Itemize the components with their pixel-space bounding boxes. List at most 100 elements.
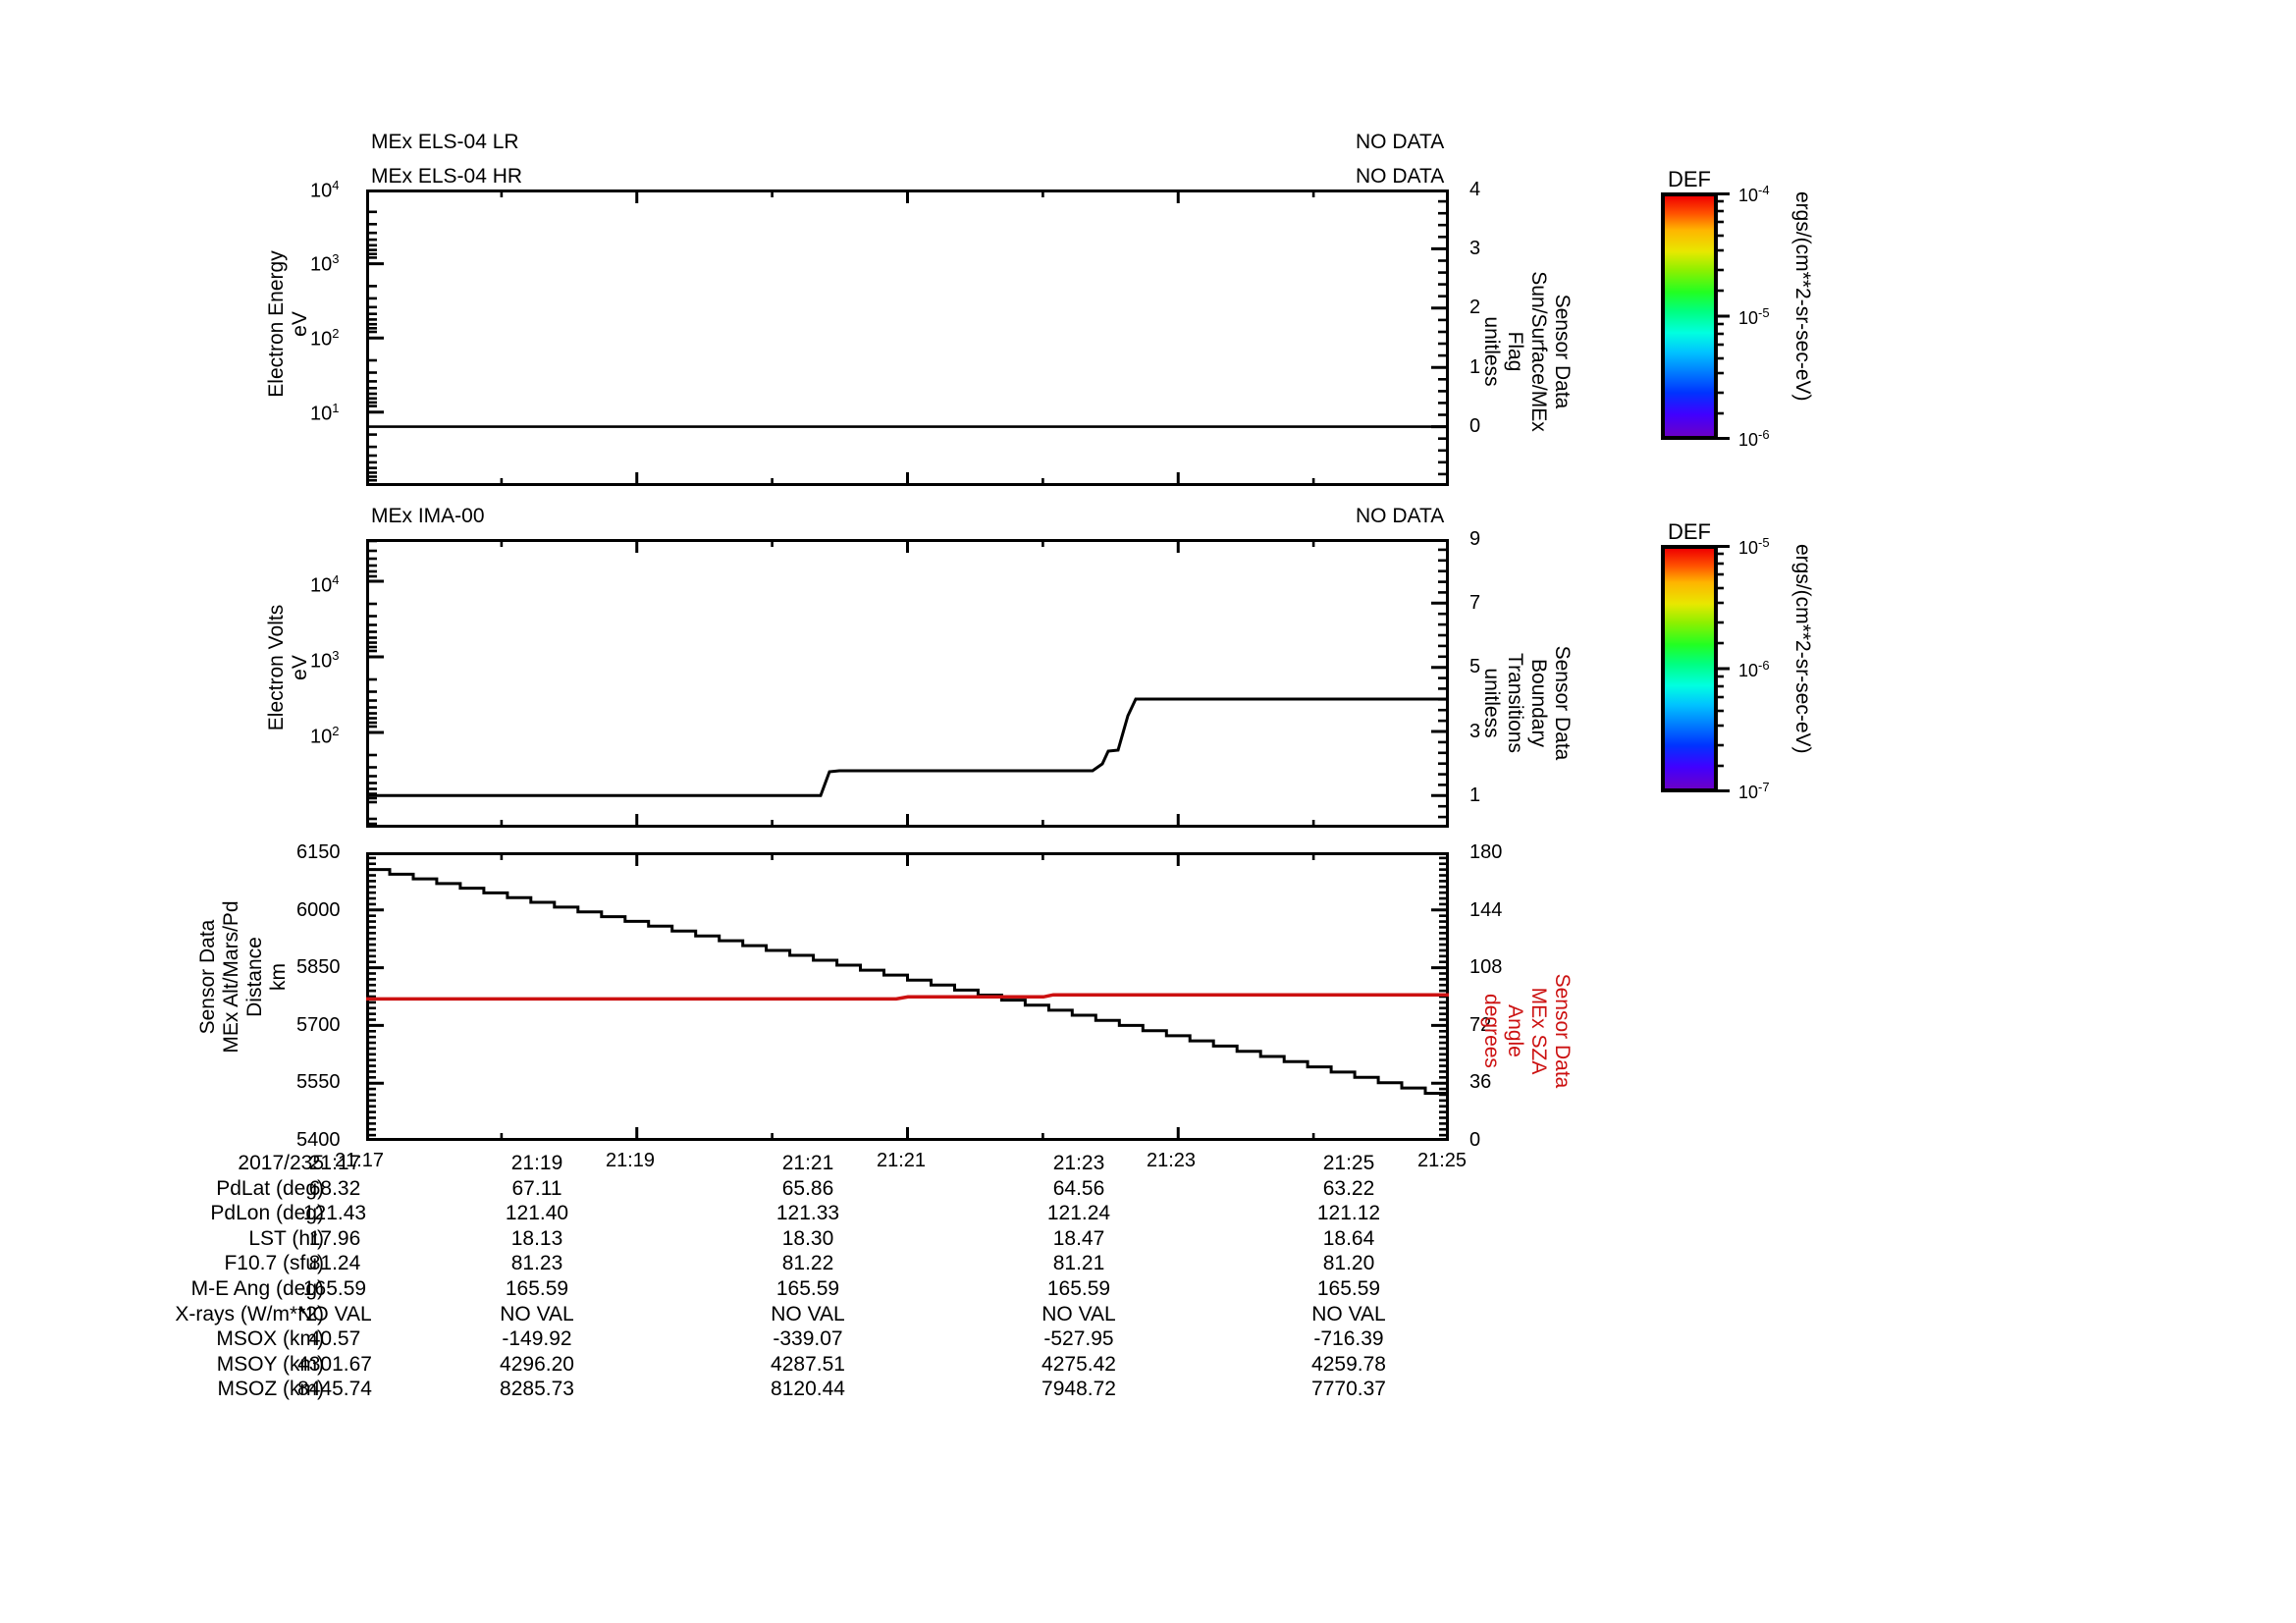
panel-alt-left-axis-title-line4: km <box>267 963 290 991</box>
xtick-label-2: 21:21 <box>877 1150 927 1171</box>
table-row-label: 2017/235 <box>238 1152 324 1174</box>
table-cell: 65.86 <box>781 1176 834 1200</box>
table-cell: -527.95 <box>1043 1327 1114 1351</box>
panel-alt-sza-svg <box>366 852 1449 1141</box>
panel-sza-right-axis-title: Sensor Data MEx SZA Angle degrees <box>1479 903 1574 1159</box>
table-cell: -149.92 <box>502 1327 572 1351</box>
table-cell: 121.43 <box>302 1202 367 1225</box>
table-cell: 8285.73 <box>500 1378 574 1401</box>
panel-ima-right-ytick-5: 5 <box>1469 656 1481 677</box>
table-cell: 165.59 <box>775 1276 840 1300</box>
table-row-label: MSOX (km) <box>216 1327 324 1351</box>
table-cell: 18.64 <box>1322 1226 1375 1250</box>
panel-els-left-axis-title-line1: Electron Energy <box>265 250 288 398</box>
table-cell: 21:17 <box>308 1152 361 1174</box>
table-cell: 63.22 <box>1322 1176 1375 1200</box>
table-cell: NO VAL <box>1041 1302 1116 1325</box>
panel-els-right-ytick-0: 0 <box>1469 415 1481 437</box>
panel-els-ytick-4: 104 <box>310 178 340 202</box>
table-cell: 165.59 <box>1316 1276 1381 1300</box>
panel-sza-right-axis-title-line3: Angle <box>1504 1004 1526 1057</box>
panel-sza-right-axis-title-line2: MEx SZA <box>1527 987 1550 1075</box>
colorbar-ima-tick-top: 10-5 <box>1738 535 1770 558</box>
panel-ima-right-axis-title-line3: Transitions <box>1504 653 1526 753</box>
colorbar-els-gradient <box>1665 196 1714 436</box>
table-cell: 121.12 <box>1316 1202 1381 1225</box>
table-cell: 21:19 <box>510 1152 563 1174</box>
panel-ima-ytick-4: 104 <box>310 572 340 597</box>
panel-els-label-hr: MEx ELS-04 HR <box>371 165 523 188</box>
table-cell: 4296.20 <box>500 1352 574 1376</box>
panel-ima-status: NO DATA <box>1356 505 1445 527</box>
table-row-label: MSOY (km) <box>216 1352 324 1376</box>
panel-els-right-ytick-3: 3 <box>1469 238 1481 259</box>
panel-ima-left-axis-title-line2: eV <box>289 655 311 680</box>
panel-els-ytick-3: 103 <box>310 251 340 276</box>
panel-alt-left-axis-title-line3: Distance <box>243 937 266 1017</box>
table-cell: 8445.74 <box>297 1378 372 1401</box>
panel-els-right-axis-title-line4: unitless <box>1480 316 1503 387</box>
colorbar-els-title: DEF <box>1668 167 1711 191</box>
table-cell: 81.22 <box>781 1252 834 1275</box>
table-row-label: PdLat (deg) <box>216 1176 324 1200</box>
panel-ima-right-axis-title-line2: Boundary <box>1527 659 1550 747</box>
colorbar-els-tick-mid: 10-5 <box>1738 305 1770 328</box>
table-cell: 21:25 <box>1322 1152 1375 1174</box>
table-cell: -716.39 <box>1313 1327 1384 1351</box>
panel-els-status-hr: NO DATA <box>1356 165 1445 188</box>
table-row-label: LST (hr) <box>248 1226 324 1250</box>
panel-sza-ytick-36: 36 <box>1469 1071 1492 1093</box>
colorbar-els-tick-top: 10-4 <box>1738 183 1770 205</box>
table-cell: 21:23 <box>1052 1152 1105 1174</box>
panel-sza-ytick-0: 0 <box>1469 1129 1481 1151</box>
panel-alt-ytick-5700: 5700 <box>296 1014 341 1036</box>
panel-ima-boundary-trace <box>366 697 1449 797</box>
panel-els-left-axis-title-line2: eV <box>289 311 311 337</box>
panel-els-right-axis-title-line3: Flag <box>1504 331 1526 372</box>
panel-sza-ytick-108: 108 <box>1469 956 1503 978</box>
table-cell: 40.57 <box>308 1327 361 1351</box>
table-cell: 7770.37 <box>1311 1378 1386 1401</box>
table-cell: 121.40 <box>505 1202 569 1225</box>
table-row-label: X-rays (W/m**2) <box>175 1302 324 1325</box>
colorbar-ima-tick-bottom: 10-7 <box>1738 780 1770 802</box>
table-cell: 17.96 <box>308 1226 361 1250</box>
panel-sza-ytick-144: 144 <box>1469 899 1503 921</box>
panel-alt-ytick-5550: 5550 <box>296 1071 341 1093</box>
panel-alt-ytick-5400: 5400 <box>296 1129 341 1151</box>
table-cell: 4301.67 <box>297 1352 372 1376</box>
table-cell: 121.33 <box>775 1202 840 1225</box>
colorbar-ima <box>1661 545 1718 792</box>
panel-alt-ytick-6000: 6000 <box>296 899 341 921</box>
colorbar-els <box>1661 192 1718 440</box>
table-cell: 81.21 <box>1052 1252 1105 1275</box>
xtick-label-0: 21:17 <box>335 1150 385 1171</box>
panel-els-status-lr: NO DATA <box>1356 131 1445 153</box>
table-cell: 81.20 <box>1322 1252 1375 1275</box>
table-cell: 4287.51 <box>771 1352 845 1376</box>
panel-ima-right-axis-title-line1: Sensor Data <box>1551 645 1574 761</box>
panel-els-left-axis-title: Electron Energy eV <box>265 177 312 471</box>
panel-els-right-axis-title-line2: Sun/Surface/MEx <box>1527 271 1550 432</box>
xtick-label-4: 21:25 <box>1417 1150 1468 1171</box>
table-cell: 68.32 <box>308 1176 361 1200</box>
table-row-label: PdLon (deg) <box>210 1202 324 1225</box>
table-cell: 8120.44 <box>771 1378 845 1401</box>
table-cell: 4259.78 <box>1311 1352 1386 1376</box>
table-cell: 64.56 <box>1052 1176 1105 1200</box>
table-cell: NO VAL <box>1311 1302 1386 1325</box>
table-cell: 21:21 <box>781 1152 834 1174</box>
table-cell: 81.23 <box>510 1252 563 1275</box>
table-cell: 165.59 <box>302 1276 367 1300</box>
panel-ima-left-axis-title-line1: Electron Volts <box>265 604 288 731</box>
table-row-label: MSOZ (km) <box>217 1378 324 1401</box>
table-cell: NO VAL <box>297 1302 372 1325</box>
table-cell: 165.59 <box>1046 1276 1111 1300</box>
panel-els-right-ytick-1: 1 <box>1469 356 1481 378</box>
panel-sza-right-axis-title-line1: Sensor Data <box>1551 973 1574 1089</box>
panel-ima-ytick-2: 102 <box>310 724 340 748</box>
colorbar-ima-ticks <box>1714 545 1730 792</box>
table-cell: 18.30 <box>781 1226 834 1250</box>
table-cell: 121.24 <box>1046 1202 1111 1225</box>
